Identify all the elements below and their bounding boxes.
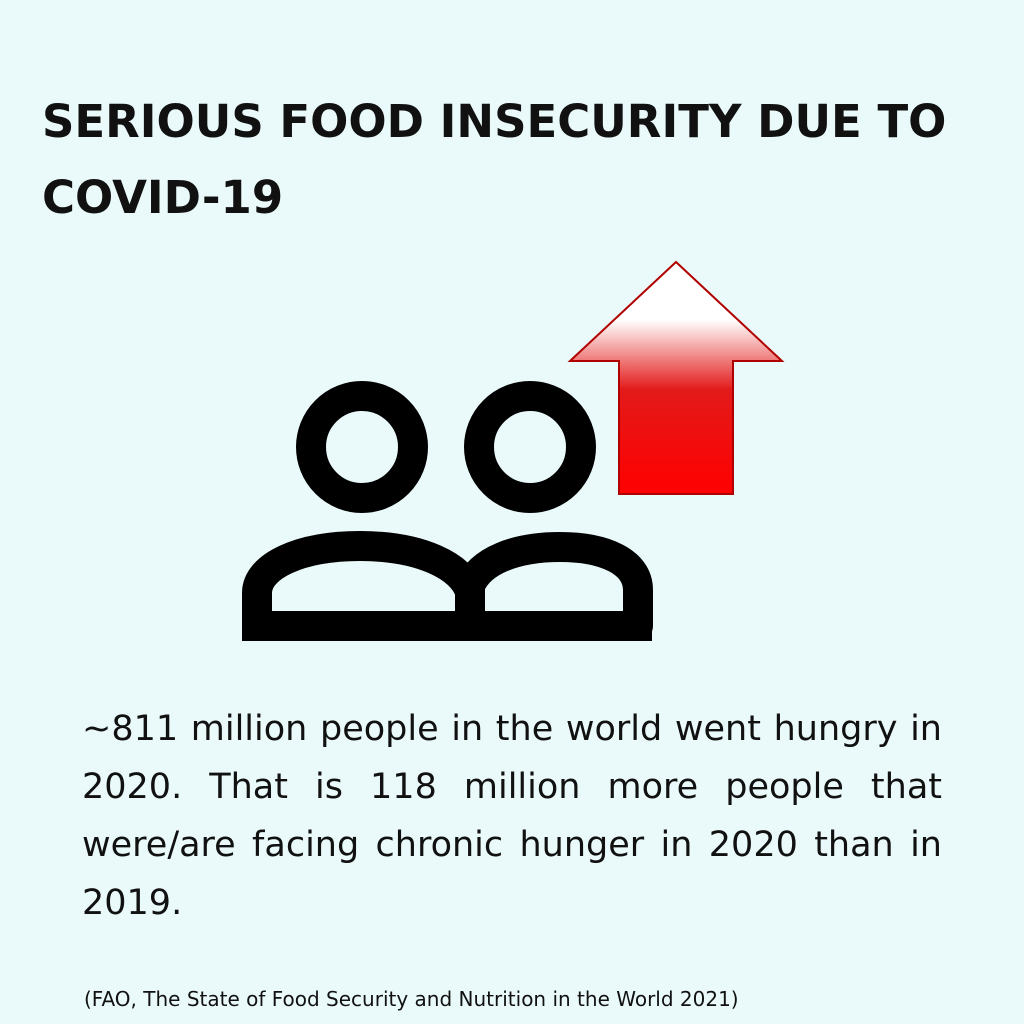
body-text: ~811 million people in the world went hu…: [82, 709, 942, 923]
page-title: SERIOUS FOOD INSECURITY DUE TO COVID-19: [42, 95, 947, 224]
people-icon: [242, 381, 653, 641]
up-arrow-icon: [567, 260, 785, 495]
citation: (FAO, The State of Food Security and Nut…: [84, 987, 739, 1011]
